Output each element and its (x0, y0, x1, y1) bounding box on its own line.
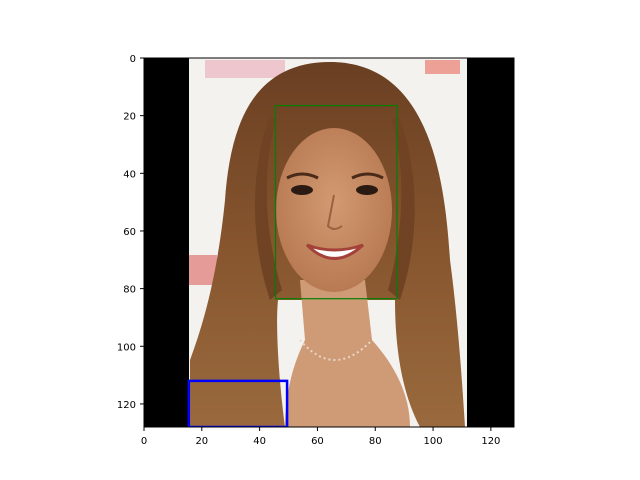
blue-bounding-box (187, 379, 289, 427)
nose (326, 194, 343, 230)
y-tick-label: 120 (117, 400, 136, 411)
necklace (299, 339, 373, 361)
right-eye (356, 185, 378, 195)
x-tick-label: 20 (195, 436, 208, 447)
x-tick-label: 80 (369, 436, 382, 447)
y-tick-label: 60 (123, 227, 136, 238)
x-tick-label: 60 (311, 436, 324, 447)
y-axis-ticks: 0 20 40 60 80 100 120 (117, 54, 144, 411)
face-photo (144, 58, 514, 427)
right-eyebrow (351, 172, 384, 180)
x-tick-label: 100 (424, 436, 443, 447)
x-axis-ticks: 0 20 40 60 80 100 120 (141, 427, 500, 447)
mouth (305, 243, 365, 260)
x-tick-label: 0 (141, 436, 147, 447)
hair-right-strand (388, 115, 415, 300)
background-logo (205, 60, 285, 78)
y-tick-label: 20 (123, 112, 136, 123)
axes-frame (143, 57, 515, 428)
face (276, 128, 392, 292)
left-eye (291, 185, 313, 195)
bounding-boxes (187, 104, 398, 427)
x-tick-label: 120 (481, 436, 500, 447)
y-tick-label: 100 (117, 342, 136, 353)
y-tick-label: 0 (130, 54, 136, 65)
x-tick-label: 40 (253, 436, 266, 447)
neck-and-chest (285, 280, 410, 427)
y-tick-label: 80 (123, 285, 136, 296)
face-bounding-box (274, 104, 398, 300)
background-text-red (189, 255, 217, 285)
hair-left-strand (255, 115, 282, 300)
background-logo-accent (425, 60, 460, 74)
left-eyebrow (286, 172, 319, 180)
y-tick-label: 40 (123, 169, 136, 180)
